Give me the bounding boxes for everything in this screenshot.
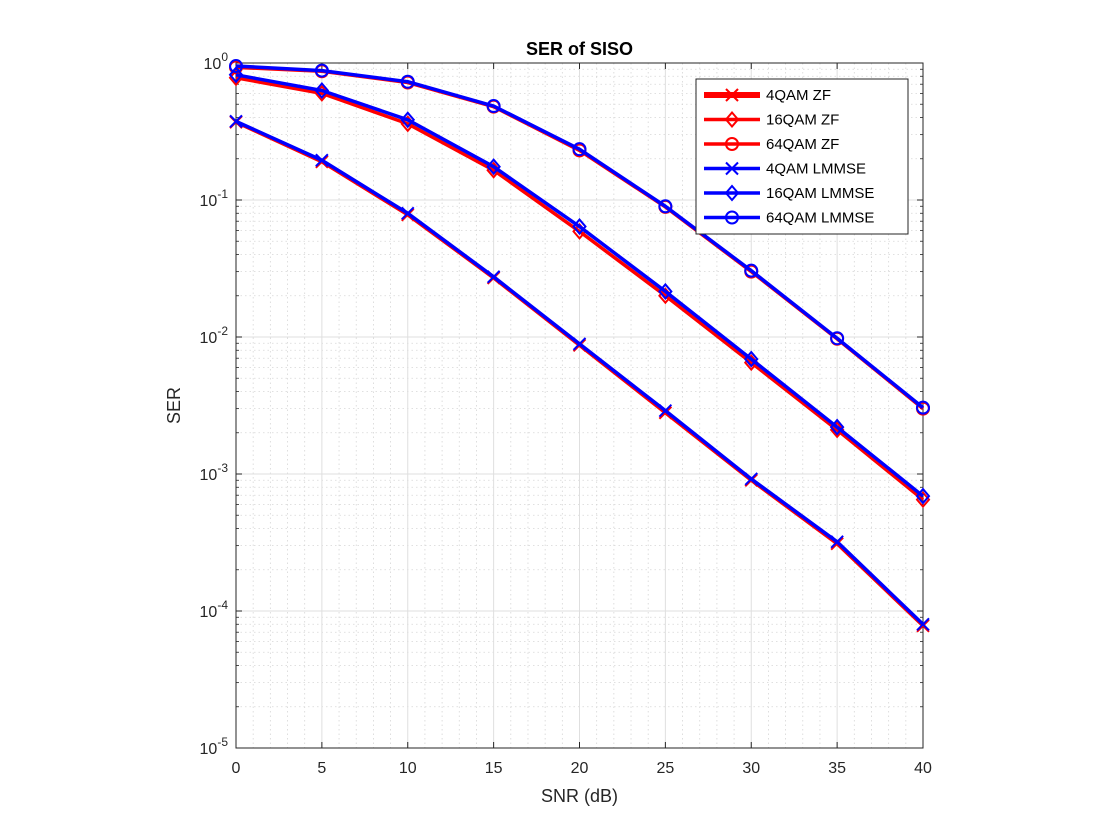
series-4qam-lmmse	[229, 114, 930, 631]
legend-box	[695, 78, 909, 235]
data-point	[829, 418, 845, 436]
legend-marker	[725, 210, 739, 225]
legend: 4QAM ZF 16QAM ZF 64QAM ZF 4QAM LMMSE 16QAM L…	[695, 78, 909, 235]
data-point	[314, 81, 330, 100]
y-tick-label: 10-5	[200, 735, 229, 758]
data-point	[744, 472, 758, 486]
data-point	[658, 282, 673, 300]
series-16qam-lmmse	[228, 66, 931, 505]
x-tick-label: 15	[485, 760, 503, 777]
y-tick-label: 10-4	[200, 598, 229, 621]
x-tick-label: 10	[399, 760, 417, 777]
legend-marker	[724, 110, 740, 129]
data-point	[486, 270, 501, 284]
x-tick-label: 5	[317, 760, 326, 777]
legend-item: 16QAM LMMSE	[704, 184, 874, 202]
data-point	[229, 59, 243, 74]
data-point	[916, 400, 930, 415]
chart-title: SER of SISO	[526, 39, 633, 59]
legend-label: 64QAM ZF	[766, 136, 839, 153]
series-layer	[228, 59, 931, 633]
y-tick-label: 10-3	[200, 461, 229, 484]
legend-label: 4QAM LMMSE	[766, 161, 866, 178]
data-point	[743, 350, 759, 368]
x-tick-label: 20	[571, 760, 589, 777]
data-point	[228, 66, 244, 84]
x-tick-label: 35	[828, 760, 846, 777]
legend-marker	[724, 184, 740, 202]
data-point	[658, 403, 673, 418]
x-tick-label: 25	[656, 760, 674, 777]
x-tick-label: 0	[232, 760, 241, 777]
y-tick-label: 100	[204, 50, 229, 73]
data-point	[486, 158, 501, 176]
data-point	[916, 617, 930, 631]
data-point	[486, 99, 501, 114]
series-line	[235, 73, 925, 498]
legend-label: 16QAM ZF	[766, 112, 839, 129]
data-point	[829, 421, 845, 439]
series-line	[235, 64, 925, 410]
legend-item: 64QAM ZF	[704, 136, 839, 153]
data-point	[658, 199, 673, 214]
series-line	[235, 76, 925, 501]
legend-item: 16QAM ZF	[704, 110, 839, 129]
data-point	[830, 535, 844, 549]
legend-marker	[725, 137, 739, 151]
y-axis-label: SER	[164, 387, 184, 424]
x-tick-label: 30	[742, 760, 760, 777]
data-point	[915, 487, 931, 505]
legend-marker	[725, 88, 739, 102]
legend-label: 16QAM LMMSE	[766, 185, 874, 202]
data-point	[830, 331, 845, 346]
x-axis-label: SNR (dB)	[541, 786, 618, 806]
data-point	[229, 114, 243, 129]
legend-label: 64QAM LMMSE	[766, 210, 874, 227]
y-tick-label: 10-1	[200, 187, 229, 210]
legend-label: 4QAM ZF	[766, 87, 831, 104]
data-point	[572, 218, 587, 236]
legend-item: 4QAM ZF	[704, 87, 831, 104]
data-point	[400, 74, 415, 89]
legend-item: 4QAM LMMSE	[704, 161, 866, 178]
legend-item: 64QAM LMMSE	[704, 210, 874, 227]
data-point	[744, 263, 759, 278]
data-point	[314, 63, 329, 78]
data-point	[572, 142, 587, 157]
x-tick-label: 40	[914, 760, 932, 777]
data-point	[572, 337, 587, 351]
legend-marker	[725, 161, 739, 176]
data-point	[400, 111, 416, 129]
axes: 0 5 10 15 20 25 30 35 40 10-5 10-4 10-3 10-2 10-1 100	[200, 50, 932, 777]
data-point	[401, 206, 415, 220]
data-point	[315, 153, 329, 167]
y-tick-label: 10-2	[200, 324, 229, 347]
series-64qam-lmmse	[229, 59, 930, 415]
